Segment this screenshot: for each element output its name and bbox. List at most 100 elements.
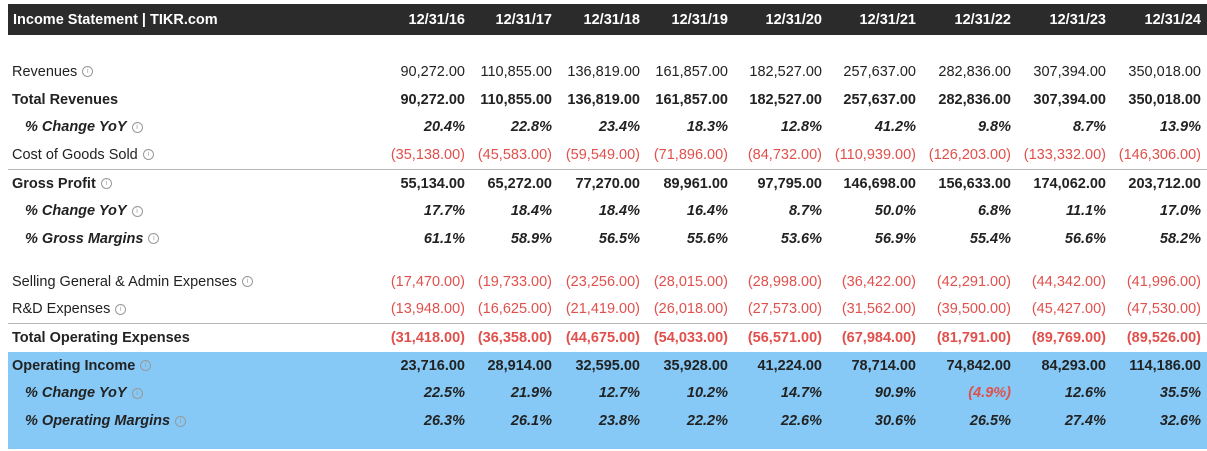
cell-value: 56.6%	[1064, 230, 1106, 247]
cell-value: 161,857.00	[655, 91, 728, 108]
header-gap	[8, 35, 1207, 58]
cell-value: (4.9%)	[968, 385, 1011, 402]
row-label[interactable]: Selling General & Admin Expenses i	[8, 274, 385, 290]
cell-value: 161,857.00	[655, 63, 728, 80]
row-label-text: % Gross Margins	[25, 230, 144, 247]
table-row: Operating Income i 23,716.00 28,914.00 32,59…	[8, 351, 1207, 380]
cell-value: 350,018.00	[1128, 63, 1201, 80]
cell-value: (133,332.00)	[1023, 146, 1106, 163]
info-icon[interactable]: i	[100, 178, 112, 190]
table-row: % Change YoY i 20.4% 22.8% 23.4% 18.3% 12.8% 41…	[8, 113, 1207, 141]
cell-value: 50.0%	[874, 203, 916, 220]
cell-value: 18.3%	[686, 119, 728, 136]
info-icon[interactable]: i	[131, 205, 143, 217]
row-label[interactable]: % Operating Margins i	[8, 413, 385, 429]
info-icon[interactable]: i	[115, 303, 127, 315]
column-header[interactable]: 12/31/20	[765, 11, 822, 28]
cell-value: 10.2%	[686, 385, 728, 402]
table-row: Total Revenues 90,272.00 110,855.00 136,819…	[8, 86, 1207, 114]
cell-value: 257,637.00	[843, 91, 916, 108]
cell-value: 84,293.00	[1041, 357, 1106, 374]
column-header[interactable]: 12/31/21	[859, 11, 916, 28]
cell-value: (41,996.00)	[1126, 273, 1201, 290]
cell-value: 26.5%	[969, 413, 1011, 430]
info-icon[interactable]: i	[140, 360, 152, 372]
row-label[interactable]: % Change YoY i	[8, 203, 385, 219]
info-icon[interactable]: i	[148, 233, 160, 245]
cell-value: 9.8%	[977, 119, 1011, 136]
cell-value: (81,791.00)	[936, 330, 1011, 347]
column-header[interactable]: 12/31/22	[954, 11, 1011, 28]
cell-value: 12.6%	[1064, 385, 1106, 402]
cell-value: 58.2%	[1159, 230, 1201, 247]
cell-value: 12.7%	[598, 385, 640, 402]
table-row: % Change YoY i 17.7% 18.4% 18.4% 16.4% 8.7% 50.…	[8, 197, 1207, 225]
cell-value: 35.5%	[1159, 385, 1201, 402]
row-label-text: % Operating Margins	[25, 413, 171, 430]
cell-value: (13,948.00)	[390, 301, 465, 318]
cell-value: 22.8%	[510, 119, 552, 136]
info-icon[interactable]: i	[142, 149, 154, 161]
cell-value: (146,306.00)	[1118, 146, 1201, 163]
row-label[interactable]: % Change YoY i	[8, 119, 385, 135]
cell-value: 307,394.00	[1033, 63, 1106, 80]
cell-value: 55.6%	[686, 230, 728, 247]
cell-value: 53.6%	[780, 230, 822, 247]
row-label-text: % Change YoY	[25, 385, 127, 402]
cell-value: 18.4%	[510, 203, 552, 220]
row-label-text: Cost of Goods Sold	[12, 146, 138, 163]
cell-value: 55.4%	[969, 230, 1011, 247]
cell-value: (110,939.00)	[834, 146, 916, 163]
cell-value: (23,256.00)	[565, 273, 640, 290]
cell-value: 350,018.00	[1128, 91, 1201, 108]
cell-value: (17,470.00)	[390, 273, 465, 290]
table-row: % Change YoY i 22.5% 21.9% 12.7% 10.2% 14.7% 90…	[8, 379, 1207, 408]
cell-value: 22.5%	[423, 385, 465, 402]
cell-value: 32.6%	[1159, 413, 1201, 430]
cell-value: 56.5%	[598, 230, 640, 247]
info-icon[interactable]: i	[131, 387, 143, 399]
column-header[interactable]: 12/31/19	[671, 11, 728, 28]
row-label[interactable]: Gross Profit i	[8, 176, 385, 192]
row-label[interactable]: Revenues i	[8, 64, 385, 80]
row-label[interactable]: Cost of Goods Sold i	[8, 147, 385, 163]
cell-value: (28,998.00)	[747, 273, 822, 290]
column-header[interactable]: 12/31/17	[495, 11, 552, 28]
cell-value: (39,500.00)	[936, 301, 1011, 318]
table-row: Selling General & Admin Expenses i (17,470…	[8, 268, 1207, 296]
column-header[interactable]: 12/31/23	[1049, 11, 1106, 28]
cell-value: 32,595.00	[575, 357, 640, 374]
cell-value: 257,637.00	[843, 63, 916, 80]
cell-value: 78,714.00	[851, 357, 916, 374]
cell-value: (89,769.00)	[1031, 330, 1106, 347]
info-icon[interactable]: i	[175, 415, 187, 427]
row-label[interactable]: Total Revenues	[8, 92, 385, 108]
cell-value: 90.9%	[874, 385, 916, 402]
row-label[interactable]: R&D Expenses i	[8, 301, 385, 317]
column-header[interactable]: 12/31/16	[408, 11, 465, 28]
row-label[interactable]: Total Operating Expenses	[8, 330, 385, 346]
info-icon[interactable]: i	[131, 121, 143, 133]
table-row: Total Operating Expenses (31,418.00) (36,3…	[8, 323, 1207, 352]
row-label-text: Operating Income	[12, 357, 136, 374]
row-label[interactable]: Operating Income i	[8, 358, 385, 374]
column-header[interactable]: 12/31/24	[1144, 11, 1201, 28]
cell-value: 8.7%	[788, 203, 822, 220]
table-row: % Operating Margins i 26.3% 26.1% 23.8% 22.2%…	[8, 407, 1207, 435]
info-icon[interactable]: i	[82, 66, 94, 78]
table-row: Gross Profit i 55,134.00 65,272.00 77,270.00…	[8, 168, 1207, 198]
cell-value: (16,625.00)	[477, 301, 552, 318]
cell-value: 23,716.00	[400, 357, 465, 374]
info-icon[interactable]: i	[241, 276, 253, 288]
cell-value: (54,033.00)	[653, 330, 728, 347]
cell-value: 13.9%	[1159, 119, 1201, 136]
cell-value: 136,819.00	[567, 91, 640, 108]
cell-value: 26.1%	[510, 413, 552, 430]
cell-value: 27.4%	[1064, 413, 1106, 430]
cell-value: (31,562.00)	[841, 301, 916, 318]
cell-value: 20.4%	[423, 119, 465, 136]
cell-value: 110,855.00	[480, 63, 553, 80]
row-label[interactable]: % Change YoY i	[8, 385, 385, 401]
row-label[interactable]: % Gross Margins i	[8, 231, 385, 247]
column-header[interactable]: 12/31/18	[583, 11, 640, 28]
